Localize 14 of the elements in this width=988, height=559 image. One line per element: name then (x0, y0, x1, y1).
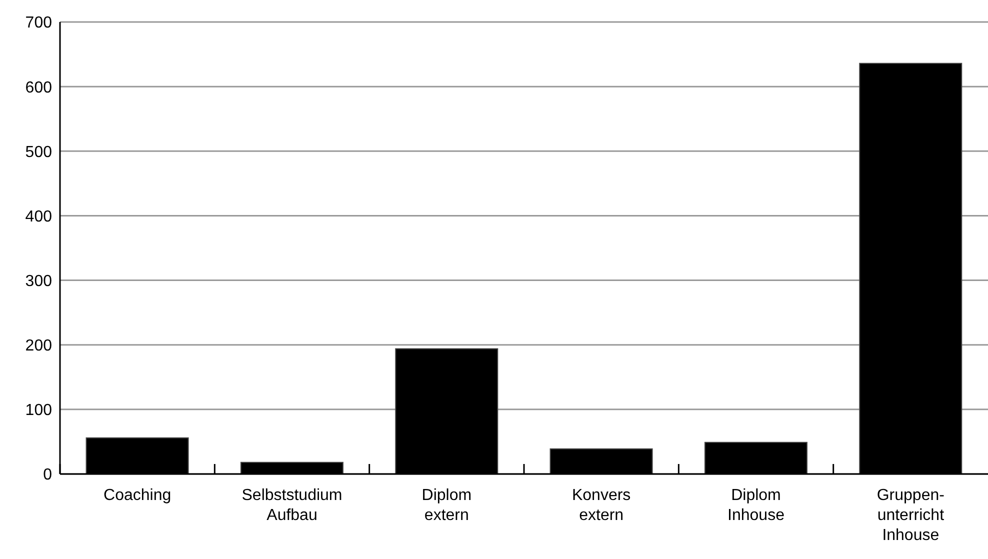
y-tick-label: 0 (43, 466, 52, 484)
x-tick-label: Coaching (104, 487, 172, 504)
y-tick-label: 100 (25, 402, 52, 420)
y-tick-label: 500 (25, 144, 52, 161)
x-tick-label: Gruppen- unterricht Inhouse (876, 487, 945, 544)
y-tick-label: 200 (25, 338, 52, 355)
x-tick-label: Konvers extern (572, 487, 631, 524)
x-tick-label: Diplom extern (422, 487, 472, 524)
x-tick-label: Diplom Inhouse (728, 487, 785, 524)
y-tick-label: 400 (25, 208, 52, 226)
y-tick-label: 600 (25, 79, 52, 96)
y-tick-label: 300 (25, 272, 52, 290)
x-tick-label: Selbststudium Aufbau (242, 487, 342, 524)
y-tick-label: 700 (25, 14, 52, 32)
